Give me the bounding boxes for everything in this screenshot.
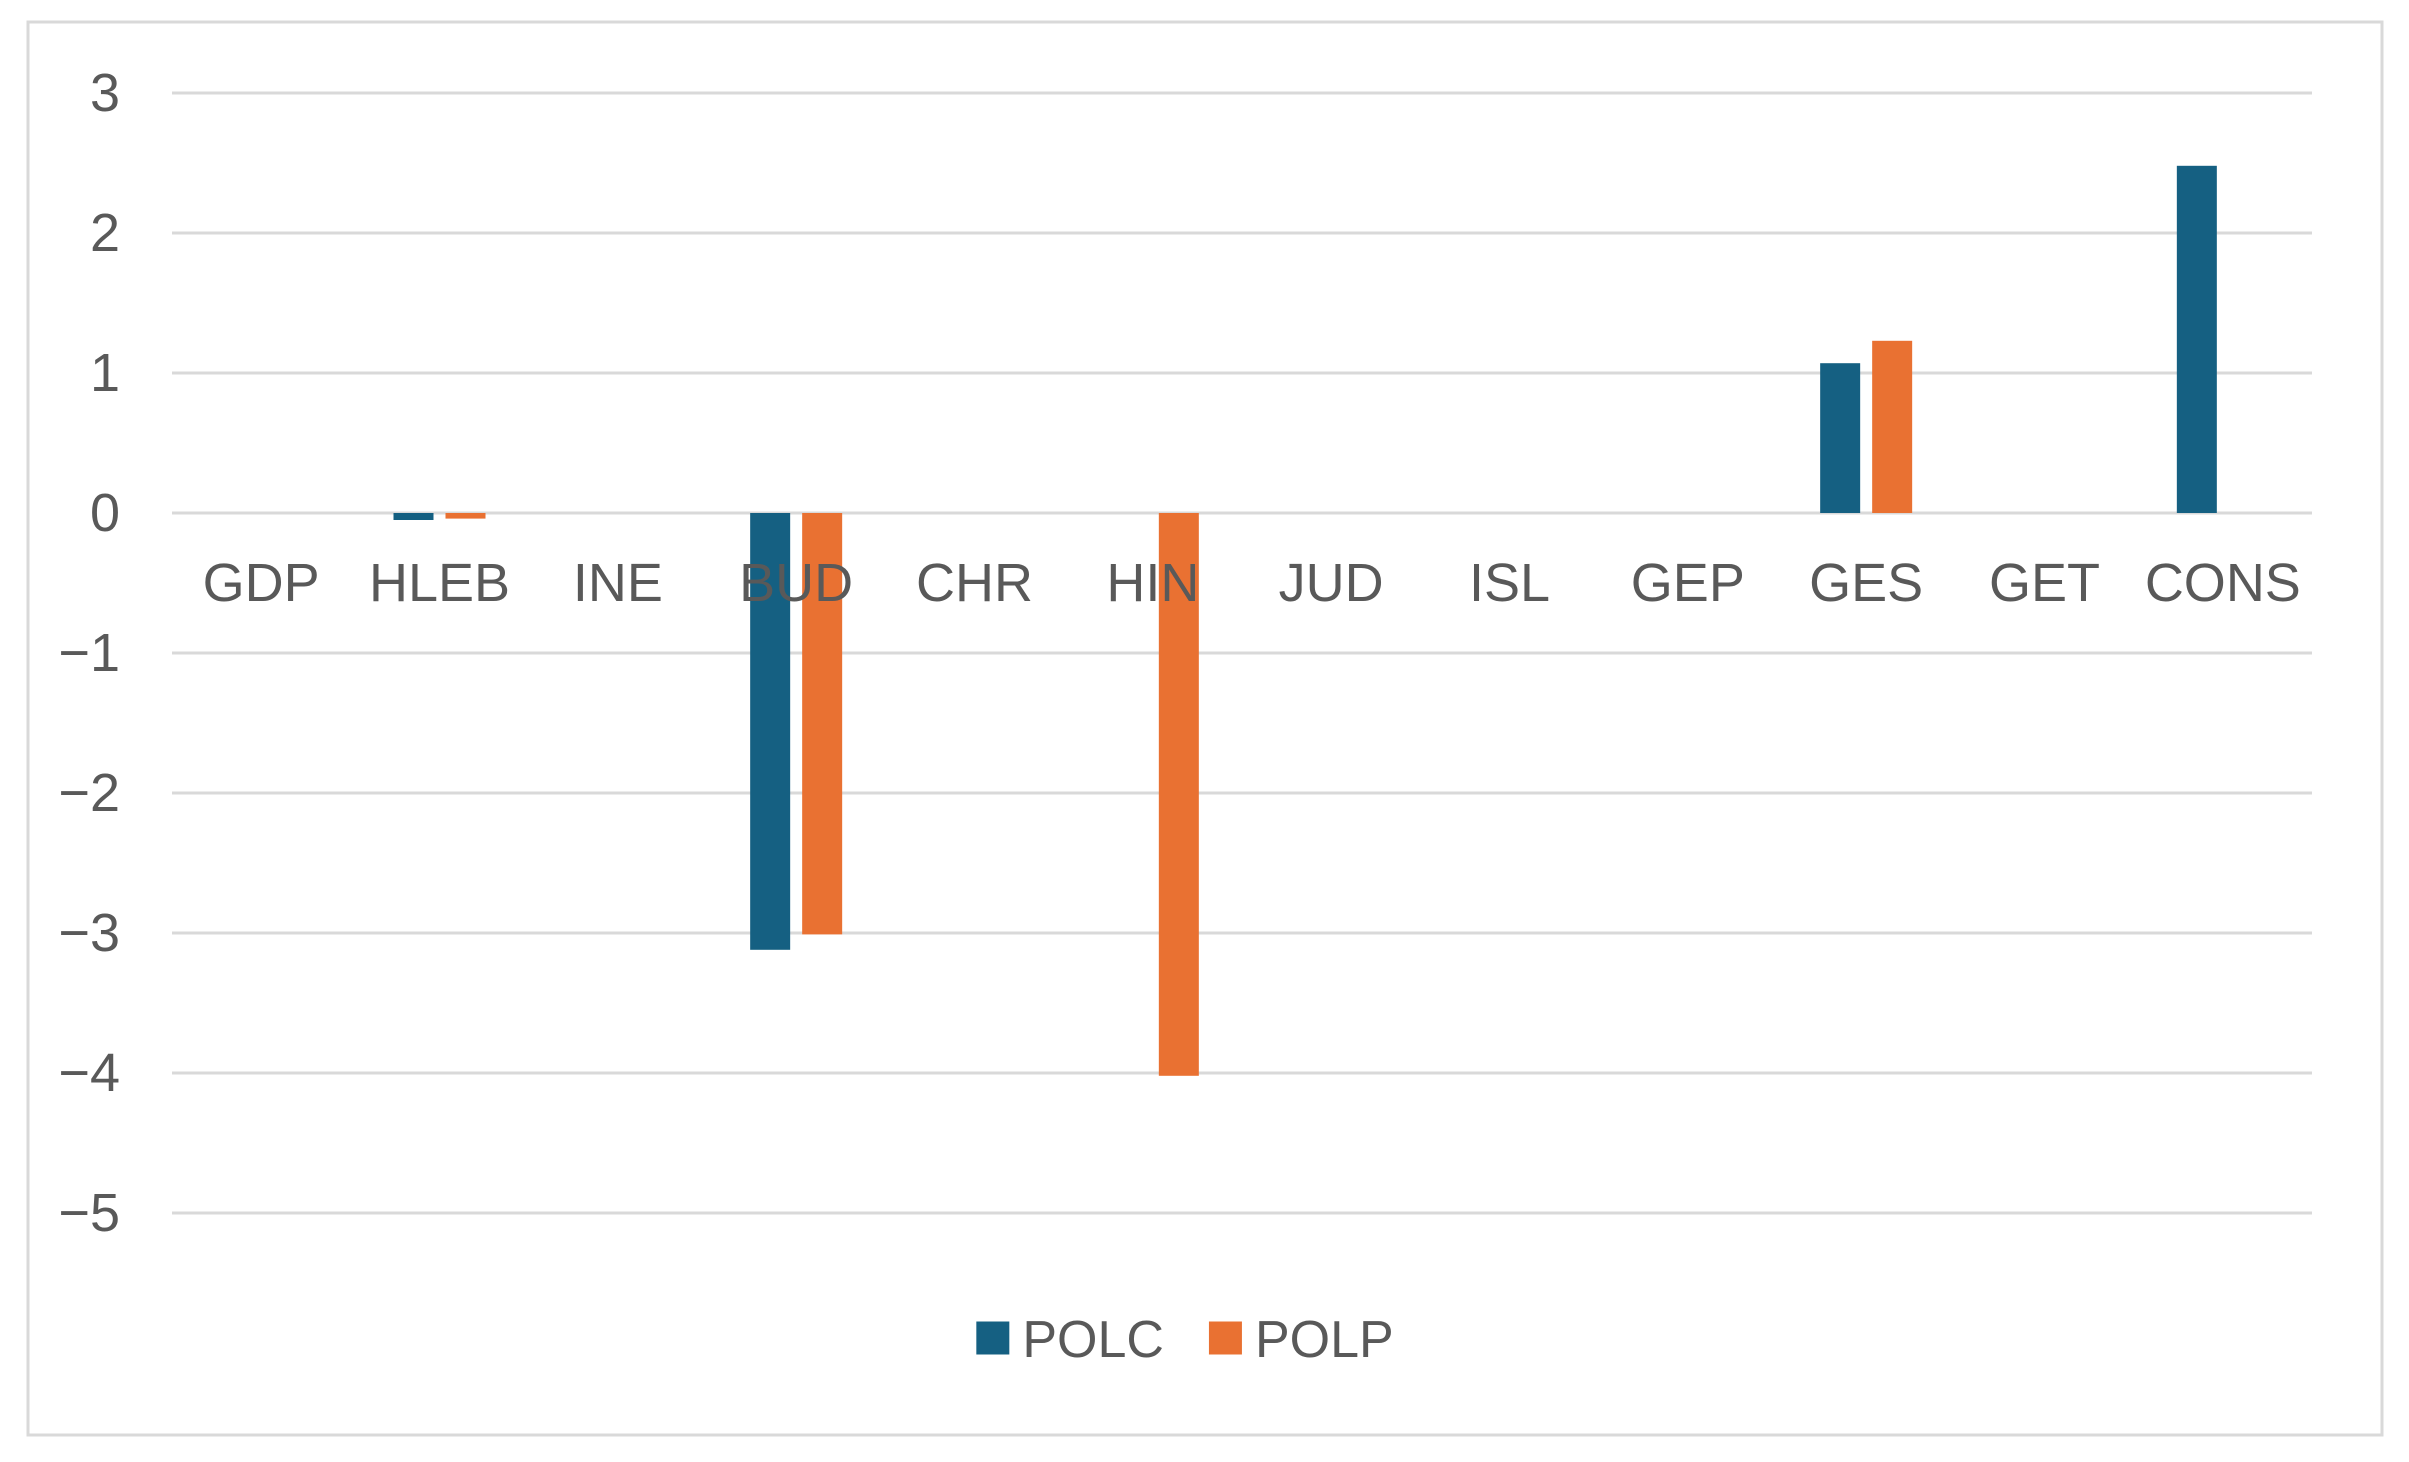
x-category-label-CHR: CHR: [916, 553, 1033, 613]
x-category-label-GDP: GDP: [203, 553, 320, 613]
x-category-label-HIN: HIN: [1106, 553, 1199, 613]
bar-POLC-GES: [1820, 363, 1861, 513]
x-category-label-CONS: CONS: [2145, 553, 2301, 613]
y-tick-label: −5: [58, 1183, 120, 1243]
y-tick-label: −1: [58, 623, 120, 683]
x-category-label-INE: INE: [573, 553, 663, 613]
y-tick-label: 1: [90, 343, 120, 403]
x-category-label-GET: GET: [1989, 553, 2100, 613]
x-category-label-GEP: GEP: [1631, 553, 1745, 613]
chart-legend: POLC POLP: [976, 1311, 1394, 1369]
x-category-label-ISL: ISL: [1469, 553, 1550, 613]
x-category-label-JUD: JUD: [1279, 553, 1384, 613]
x-category-label-GES: GES: [1809, 553, 1923, 613]
x-category-label-HLEB: HLEB: [369, 553, 510, 613]
bar-POLP-GES: [1872, 340, 1913, 513]
y-tick-label: −2: [58, 763, 120, 823]
legend-item-POLP: POLP: [1208, 1311, 1394, 1369]
y-tick-label: −3: [58, 903, 120, 963]
y-tick-label: −4: [58, 1043, 120, 1103]
bar-POLC-CONS: [2176, 165, 2217, 514]
bar-POLC-HLEB: [393, 513, 434, 520]
legend-label-POLC: POLC: [1022, 1311, 1164, 1369]
y-tick-label: 2: [90, 203, 120, 263]
x-category-label-BUD: BUD: [739, 553, 853, 613]
bar-POLP-BUD: [802, 513, 843, 935]
y-tick-label: 3: [90, 63, 120, 123]
legend-swatch-POLC: [976, 1321, 1010, 1355]
legend-label-POLP: POLP: [1255, 1311, 1394, 1369]
bar-POLC-BUD: [750, 513, 791, 950]
bar-POLP-HLEB: [445, 513, 486, 519]
legend-item-POLC: POLC: [976, 1311, 1164, 1369]
figure-frame: [26, 20, 2384, 1437]
y-tick-label: 0: [90, 483, 120, 543]
legend-swatch-POLP: [1208, 1321, 1242, 1355]
bar-POLP-HIN: [1158, 513, 1199, 1076]
